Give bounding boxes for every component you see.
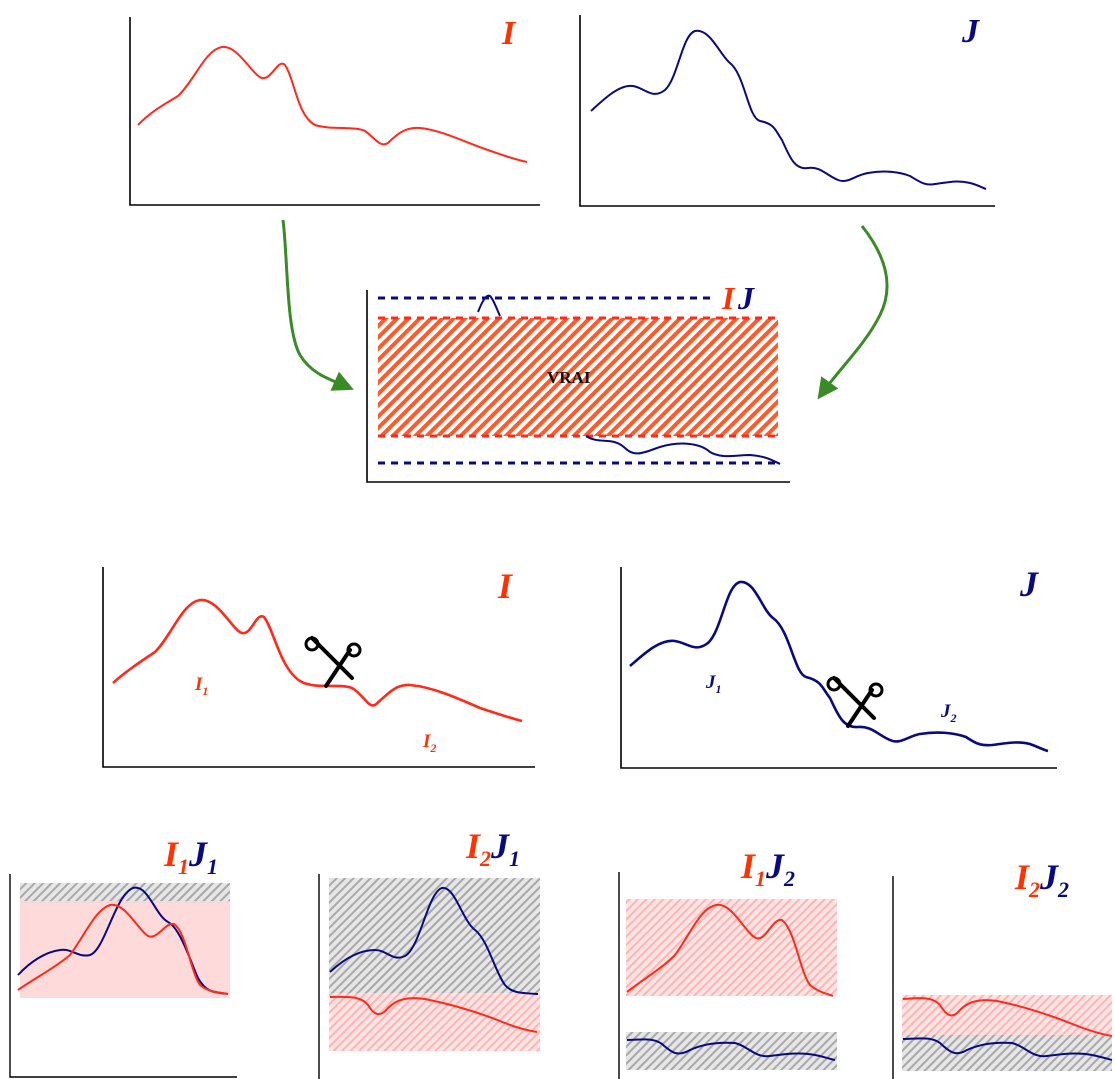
J2-range-region [626,1032,837,1070]
label-IJ-I: I [721,280,736,316]
panel-I1J1: I1J1 [9,834,237,1078]
plot-cut-I: I I1 I2 [102,566,535,768]
label-I: I [501,15,517,52]
plot-IJ-vrai: VRAI I J [366,280,790,483]
plot-cut-J: J J1 J2 [620,564,1057,769]
label-J: J [1019,564,1039,604]
label-J2: J2 [940,701,957,725]
signal-J-curve [590,29,987,190]
I2-curve [902,997,1113,1037]
signal-I-curve [137,46,528,163]
I1-curve [626,903,834,997]
title-I2J2: I2J2 [1014,857,1069,902]
panel-I2J2: I2J2 [892,857,1113,1079]
J2-curve [902,1037,1113,1061]
blue-peak-fragment [477,294,501,317]
axes [129,17,540,206]
axes [366,290,790,483]
panel-I1J2: I1J2 [618,846,837,1079]
I2-curve [329,995,538,1033]
axes [9,874,237,1078]
J2-curve [626,1038,836,1061]
axes [579,15,995,207]
I1-curve [17,903,229,995]
label-I: I [497,566,514,606]
label-J: J [961,13,980,50]
J1-curve [17,886,229,995]
plot-top-I: I [129,15,540,206]
label-IJ-J: J [737,280,755,316]
arrow-left-green [281,219,354,391]
arrow-right-green [817,225,889,400]
panel-I2J1: I2J1 [318,826,540,1079]
scissors-icon [826,676,884,728]
label-I1: I1 [194,674,208,698]
vrai-hatched-region [378,318,778,436]
title-I1J1: I1J1 [163,834,218,879]
J1-range-region [20,883,230,903]
signal-J-curve [629,580,1049,753]
I1-range-region [20,901,230,998]
title-I1J2: I1J2 [740,846,795,891]
axes [620,567,1057,769]
plot-top-J: J [579,13,995,207]
axes [102,567,535,768]
signal-I-curve [112,598,523,723]
label-I2: I2 [422,731,436,755]
scissors-icon [304,636,362,688]
blue-tail-fragment [585,435,781,465]
I1-range-region [626,899,837,996]
label-J1: J1 [705,672,722,696]
title-I2J1: I2J1 [465,826,520,871]
J1-curve [329,887,539,995]
vrai-label: VRAI [547,368,591,387]
